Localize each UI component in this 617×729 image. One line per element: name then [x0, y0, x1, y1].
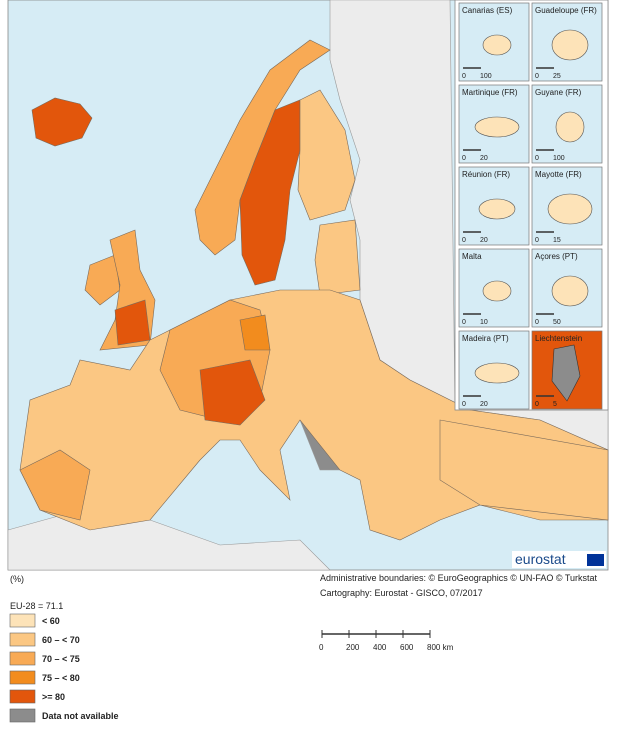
- scale-label: 200: [346, 643, 360, 652]
- legend-swatch: [9, 708, 36, 723]
- legend-swatch: [9, 689, 36, 704]
- inset-label-bg: [460, 4, 528, 15]
- inset-label-bg: [460, 168, 528, 179]
- inset-scale-label: 100: [553, 155, 565, 162]
- inset-scale-label: 0: [535, 155, 539, 162]
- inset-label: Malta: [462, 252, 482, 261]
- logo: eurostat: [512, 551, 606, 568]
- southern-germany: [199, 359, 266, 426]
- legend-label: 60 – < 70: [42, 635, 80, 645]
- norway: [194, 39, 331, 256]
- legend: < 60 60 – < 70 70 – < 75 75 – < 80 >= 80 Data…: [9, 613, 119, 723]
- iberia-west: [19, 449, 91, 521]
- iceland: [31, 97, 93, 147]
- logo-box: [512, 551, 606, 568]
- scale-label: 600: [400, 643, 414, 652]
- legend-label: >= 80: [42, 692, 65, 702]
- inset-shape: [547, 193, 593, 225]
- inset-shape: [551, 275, 589, 307]
- inset-shape: [555, 111, 585, 143]
- inset-shape: [482, 280, 512, 302]
- baltics: [314, 219, 361, 296]
- inset-scale-label: 50: [553, 319, 561, 326]
- legend-label: 75 – < 80: [42, 673, 80, 683]
- inset-shape: [474, 116, 520, 138]
- inset-scale-label: 20: [480, 401, 488, 408]
- inset-scale-label: 0: [535, 401, 539, 408]
- scale-label: 400: [373, 643, 387, 652]
- inset-shape: [474, 362, 520, 384]
- eastern-germany: [239, 314, 271, 351]
- credit: Cartography: Eurostat - GISCO, 07/2017: [320, 588, 483, 598]
- legend-reference: EU-28 = 71.1: [10, 601, 63, 611]
- legend-swatch: [9, 613, 36, 628]
- credit: Administrative boundaries: © EuroGeograp…: [320, 573, 598, 583]
- inset-label: Madeira (PT): [462, 334, 509, 343]
- inset-scale-label: 10: [480, 319, 488, 326]
- inset-label-bg: [460, 332, 528, 343]
- inset-label: Mayotte (FR): [535, 170, 582, 179]
- inset-scale-label: 0: [462, 155, 466, 162]
- legend-swatch: [9, 632, 36, 647]
- inset-scale-label: 0: [462, 401, 466, 408]
- inset-scale-label: 0: [535, 73, 539, 80]
- logo-text: eurostat: [515, 551, 566, 567]
- inset-scale-label: 15: [553, 237, 561, 244]
- inset-label-bg: [460, 250, 528, 261]
- inset-scale-label: 20: [480, 155, 488, 162]
- inset-label: Martinique (FR): [462, 88, 518, 97]
- inset-label-bg: [533, 4, 601, 15]
- inset-label-bg: [460, 86, 528, 97]
- inset-shape: [551, 29, 589, 61]
- inset-label: Liechtenstein: [535, 334, 582, 343]
- inset-label: Canarias (ES): [462, 6, 513, 15]
- legend-label: < 60: [42, 616, 60, 626]
- inset-scale-label: 0: [462, 237, 466, 244]
- inset-label-bg: [533, 250, 601, 261]
- inset-label-bg: [533, 86, 601, 97]
- inset-scale-label: 5: [553, 401, 557, 408]
- sweden: [239, 99, 301, 286]
- inset-scale-label: 0: [462, 73, 466, 80]
- inset-scale-label: 100: [480, 73, 492, 80]
- legend-label: 70 – < 75: [42, 654, 80, 664]
- scale-label: 800 km: [427, 643, 454, 652]
- inset-scale-label: 20: [480, 237, 488, 244]
- inset-label: Açores (PT): [535, 252, 578, 261]
- scale-bar: 0 200 400 600 800 km: [319, 630, 454, 652]
- scale-label: 0: [319, 643, 324, 652]
- inset-label: Guyane (FR): [535, 88, 582, 97]
- legend-unit: (%): [10, 574, 24, 584]
- legend-swatch: [9, 651, 36, 666]
- eu-flag: [587, 554, 604, 566]
- legend-label: Data not available: [42, 711, 119, 721]
- inset-scale-label: 25: [553, 73, 561, 80]
- inset-label-bg: [533, 168, 601, 179]
- inset-shape: [478, 198, 516, 220]
- inset-label: Réunion (FR): [462, 170, 510, 179]
- inset-shape: [482, 34, 512, 56]
- inset-shape: [551, 344, 581, 402]
- legend-swatch: [9, 670, 36, 685]
- inset-label-bg: [533, 332, 601, 343]
- ireland: [84, 254, 121, 306]
- turkey: [439, 419, 609, 521]
- inset-scale-label: 0: [535, 319, 539, 326]
- finland: [297, 89, 356, 221]
- inset-scale-label: 0: [462, 319, 466, 326]
- inset-scale-label: 0: [535, 237, 539, 244]
- inset-label: Guadeloupe (FR): [535, 6, 597, 15]
